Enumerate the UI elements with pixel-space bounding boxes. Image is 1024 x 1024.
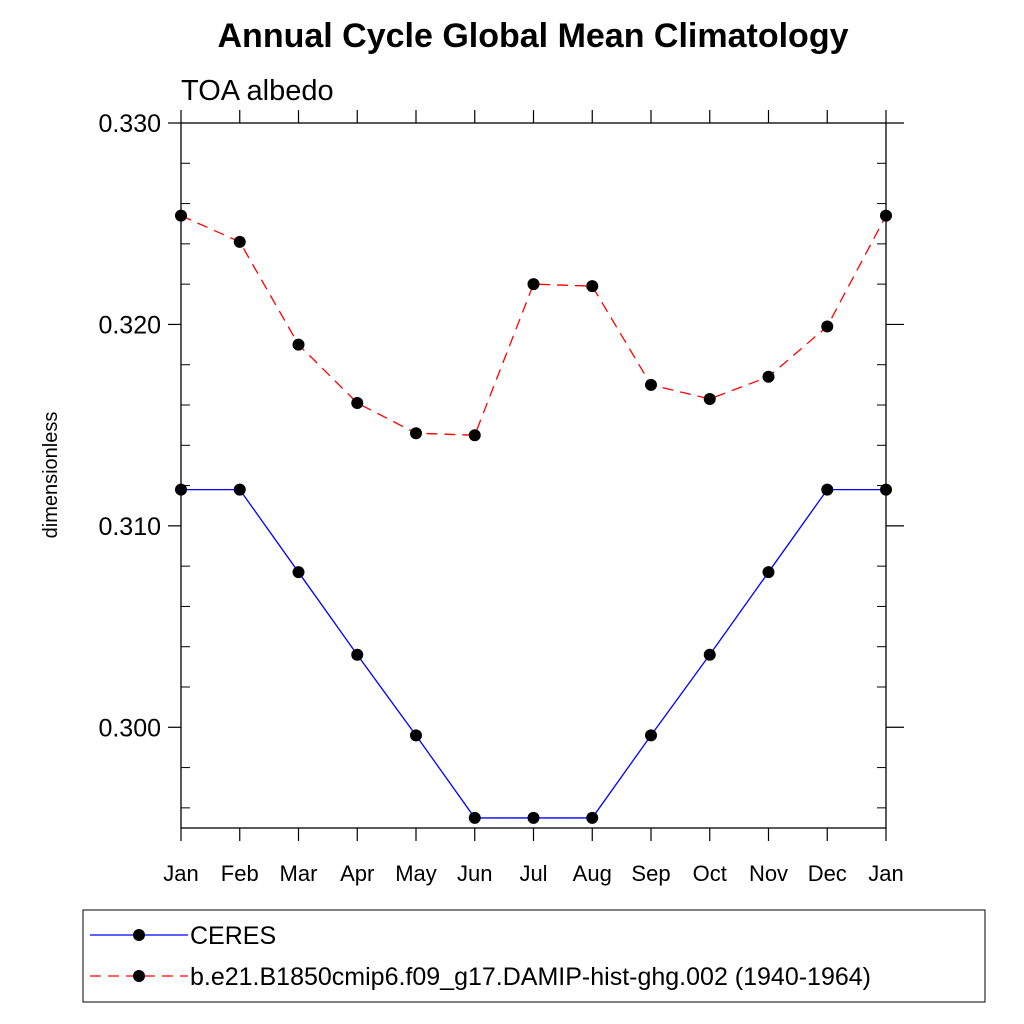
data-point [645, 378, 657, 391]
data-point [703, 392, 716, 405]
data-point [703, 648, 716, 661]
x-tick-label: Dec [808, 861, 847, 886]
data-point [175, 209, 187, 222]
x-tick-label: Mar [280, 861, 318, 886]
data-point [410, 427, 422, 440]
series-0 [175, 483, 892, 824]
data-point [586, 280, 599, 293]
legend-item-0: CERES [90, 922, 276, 950]
y-tick-label: 0.300 [98, 714, 161, 742]
x-tick-label: Oct [693, 861, 727, 886]
legend-box [82, 909, 986, 1003]
legend-label: CERES [190, 922, 276, 950]
data-point [468, 429, 481, 442]
x-tick-label: Sep [631, 861, 670, 886]
x-tick-label: Jul [519, 861, 547, 886]
data-point [410, 729, 422, 742]
y-tick-label: 0.310 [98, 513, 161, 541]
data-point [821, 320, 834, 333]
data-point [645, 729, 657, 742]
legend: CERES b.e21.B1850cmip6.f09_g17.DAMIP-hist… [82, 909, 986, 1003]
chart-title: Annual Cycle Global Mean Climatology [218, 17, 849, 55]
x-tick-label: Jan [163, 861, 198, 886]
x-tick-label: Jun [457, 861, 492, 886]
data-point [351, 648, 364, 661]
data-point [762, 566, 775, 579]
data-point [821, 483, 834, 496]
chart-subtitle: TOA albedo [181, 75, 334, 107]
x-tick-label: Jan [868, 861, 903, 886]
data-point [233, 483, 246, 496]
data-point [292, 566, 305, 579]
y-tick-label: 0.330 [98, 110, 161, 138]
x-tick-label: Apr [340, 861, 374, 886]
data-point [527, 278, 540, 291]
data-point [762, 370, 775, 383]
data-point [351, 396, 364, 409]
ticks: Jan Feb Mar Apr May Jun Jul Aug Sep Oct Nov Dec Jan 0… [98, 110, 904, 886]
data-point [586, 811, 599, 824]
series-1 [175, 209, 892, 442]
x-tick-label: May [395, 861, 437, 886]
x-tick-label: Feb [221, 861, 259, 886]
y-axis-title: dimensionless [40, 412, 62, 539]
data-point [292, 338, 305, 351]
legend-marker [133, 970, 145, 982]
series-line [180, 215, 887, 436]
legend-label: b.e21.B1850cmip6.f09_g17.DAMIP-hist-ghg.… [190, 963, 871, 991]
legend-marker [133, 929, 145, 941]
plot-frame [180, 122, 887, 829]
data-point [175, 483, 187, 496]
x-tick-label: Aug [573, 861, 612, 886]
y-tick-label: 0.320 [98, 311, 161, 339]
series-line [181, 488, 886, 819]
legend-item-1: b.e21.B1850cmip6.f09_g17.DAMIP-hist-ghg.… [90, 963, 871, 991]
data-point [468, 811, 481, 824]
data-point [880, 209, 892, 222]
data-point [233, 235, 246, 248]
x-tick-label: Nov [749, 861, 788, 886]
data-point [527, 811, 540, 824]
series-layer [175, 209, 892, 824]
data-point [880, 483, 892, 496]
